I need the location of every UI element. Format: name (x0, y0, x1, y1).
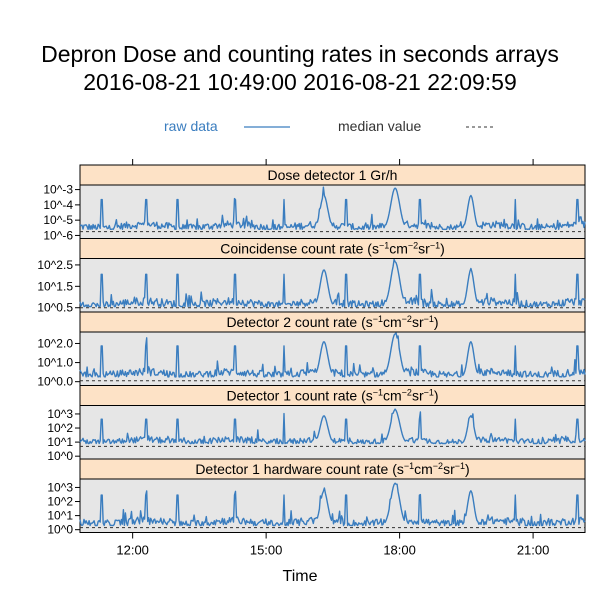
x-axis-label: Time (282, 568, 318, 585)
panel-plot-bg (79, 331, 586, 386)
legend-median-label: median value (338, 118, 422, 134)
panel-strip-label: Coincidense count rate (s−1cm−2sr−1) (220, 241, 445, 257)
strip-label-part: Coincidense count rate (s (220, 241, 379, 257)
strip-label-part: sr (412, 314, 424, 330)
strip-label-part: −2 (408, 241, 418, 251)
chart-title-line2: 2016-08-21 10:49:00 2016-08-21 22:09:59 (83, 69, 517, 95)
panel-3: Detector 1 count rate (s−1cm−2sr−1)10^31… (47, 385, 586, 463)
raw-data-series (79, 186, 586, 230)
strip-label-part: ) (465, 461, 470, 477)
strip-label-part: sr (443, 461, 455, 477)
strip-label-part: −1 (430, 241, 440, 251)
y-tick-label: 10^2 (47, 495, 73, 509)
y-tick-label: 10^-5 (43, 213, 73, 227)
strip-label-part: Dose detector 1 Gr/h (268, 167, 398, 183)
y-tick-label: 10^1 (47, 435, 73, 449)
y-tick-label: 10^1 (47, 509, 73, 523)
strip-label-part: sr (418, 241, 430, 257)
strip-label-part: ) (440, 241, 445, 257)
legend-median-line-icon (466, 126, 496, 128)
strip-label-part: ) (434, 314, 439, 330)
panel-plot-bg (79, 478, 586, 533)
panel-strip-label: Detector 2 count rate (s−1cm−2sr−1) (226, 314, 438, 330)
strip-label-part: ) (434, 388, 439, 404)
y-tick-label: 10^0.0 (37, 375, 73, 389)
y-tick-label: 10^0 (47, 449, 73, 463)
panel-strip-label: Detector 1 hardware count rate (s−1cm−2s… (195, 461, 469, 477)
x-tick-label: 21:00 (517, 543, 550, 558)
strip-label-part: sr (412, 388, 424, 404)
chart-title: Depron Dose and counting rates in second… (0, 40, 600, 96)
y-tick-label: 10^1.5 (37, 279, 73, 293)
strip-label-part: Detector 2 count rate (s (226, 314, 372, 330)
y-tick-label: 10^1.0 (37, 356, 73, 370)
y-tick-label: 10^0.5 (37, 301, 73, 315)
y-tick-label: 10^2.5 (37, 258, 73, 272)
strip-label-part: Detector 1 hardware count rate (s (195, 461, 404, 477)
panel-1: Coincidense count rate (s−1cm−2sr−1)10^2… (37, 238, 586, 315)
x-tick-label: 12:00 (116, 543, 149, 558)
panel-plot-bg (79, 405, 586, 460)
strip-label-part: −2 (402, 314, 412, 324)
raw-data-series (79, 408, 586, 445)
strip-label-part: −2 (402, 388, 412, 398)
strip-label-part: −2 (433, 461, 443, 471)
panel-2: Detector 2 count rate (s−1cm−2sr−1)10^2.… (37, 311, 586, 389)
y-tick-label: 10^-3 (43, 183, 73, 197)
strip-label-part: −1 (424, 314, 434, 324)
legend-raw-label: raw data (164, 118, 218, 134)
y-tick-label: 10^2 (47, 421, 73, 435)
strip-label-part: cm (383, 388, 402, 404)
x-tick-label: 18:00 (383, 543, 416, 558)
y-tick-label: 10^0 (47, 523, 73, 537)
panel-strip-label: Detector 1 count rate (s−1cm−2sr−1) (226, 388, 438, 404)
x-tick-label: 15:00 (250, 543, 283, 558)
strip-label-part: −1 (424, 388, 434, 398)
raw-data-series (79, 332, 586, 378)
panel-strip-label: Dose detector 1 Gr/h (268, 167, 398, 183)
strip-label-part: −1 (373, 314, 383, 324)
y-tick-label: 10^2.0 (37, 336, 73, 350)
strip-label-part: −1 (455, 461, 465, 471)
raw-data-series (79, 258, 586, 308)
strip-label-part: Detector 1 count rate (s (226, 388, 372, 404)
y-tick-label: 10^3 (47, 480, 73, 494)
strip-label-part: −1 (404, 461, 414, 471)
strip-label-part: −1 (373, 388, 383, 398)
strip-label-part: cm (389, 241, 408, 257)
panel-4: Detector 1 hardware count rate (s−1cm−2s… (47, 458, 586, 537)
strip-label-part: cm (383, 314, 402, 330)
y-tick-label: 10^-6 (43, 228, 73, 242)
y-tick-label: 10^-4 (43, 198, 73, 212)
legend-raw-line-icon (244, 126, 290, 128)
strip-label-part: cm (414, 461, 433, 477)
raw-data-series (79, 482, 586, 527)
y-tick-label: 10^3 (47, 407, 73, 421)
chart-title-line1: Depron Dose and counting rates in second… (41, 41, 559, 67)
panel-plot-bg (79, 184, 586, 239)
strip-label-part: −1 (379, 241, 389, 251)
panel-0: Dose detector 1 Gr/h 10^-310^-410^-510^-6 (43, 164, 586, 242)
